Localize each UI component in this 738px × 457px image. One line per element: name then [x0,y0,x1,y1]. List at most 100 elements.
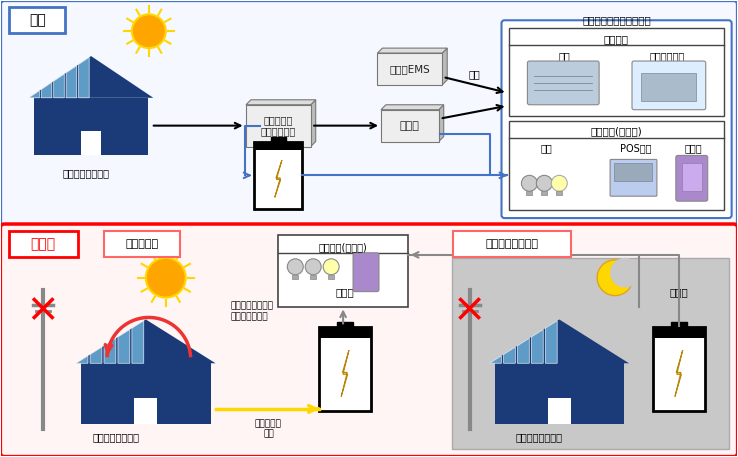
Bar [653,327,705,338]
Polygon shape [438,105,444,142]
Polygon shape [41,82,52,98]
Polygon shape [311,100,316,147]
Circle shape [537,175,552,191]
Circle shape [132,14,166,48]
Text: 太陽光発電パネル: 太陽光発電パネル [63,168,109,178]
Text: 災害時: 災害時 [31,237,56,251]
Bar [556,191,562,195]
Text: 特定負荷(停電用): 特定負荷(停電用) [319,242,368,252]
Polygon shape [381,105,444,110]
Polygon shape [442,48,447,85]
Bar [614,164,652,181]
Bar [255,142,303,209]
Polygon shape [54,74,64,98]
Text: 平時: 平時 [29,13,46,27]
Polygon shape [104,338,116,363]
Text: 蓄電池: 蓄電池 [336,287,354,298]
Polygon shape [66,66,77,98]
Polygon shape [132,321,144,363]
Bar [292,275,298,279]
Bar [320,327,371,338]
Bar [34,98,148,155]
FancyBboxPatch shape [676,155,708,201]
FancyBboxPatch shape [1,224,737,457]
Polygon shape [341,350,349,397]
Text: 太陽光で発電した
電気を自家消費: 太陽光で発電した 電気を自家消費 [230,302,274,321]
Circle shape [551,175,568,191]
Circle shape [597,260,633,296]
Circle shape [306,259,321,275]
Circle shape [146,258,186,298]
Polygon shape [76,356,88,363]
Bar [526,191,532,195]
Bar [255,142,303,150]
Text: 余剰電力を
充電: 余剰電力を 充電 [255,419,282,438]
Bar [494,363,624,424]
Bar [377,53,442,85]
Bar [548,399,571,424]
FancyBboxPatch shape [502,20,731,218]
Text: 制御: 制御 [469,69,480,79]
Bar [337,322,353,327]
Text: スマホ: スマホ [685,143,703,154]
Text: 特定負荷(停電用): 特定負荷(停電用) [590,127,642,137]
Bar [509,28,724,116]
Bar [134,399,157,424]
Bar [246,105,311,147]
FancyBboxPatch shape [632,61,706,110]
Text: 全自動EMS: 全自動EMS [390,64,430,74]
Polygon shape [90,347,102,363]
Polygon shape [503,347,515,363]
Text: 分電盤: 分電盤 [400,121,420,131]
FancyBboxPatch shape [10,231,78,257]
Text: パワーコン
ディショナー: パワーコン ディショナー [261,115,296,137]
Bar [81,363,210,424]
Polygon shape [275,160,282,197]
Polygon shape [545,321,557,363]
Bar [271,138,286,142]
Bar [381,110,438,142]
Bar [542,191,548,195]
Bar [641,73,696,101]
Polygon shape [675,350,683,397]
Circle shape [522,175,537,191]
Polygon shape [377,48,447,53]
Text: 太陽光発電パネル: 太陽光発電パネル [516,432,563,442]
Text: 蓄電池: 蓄電池 [669,287,689,298]
Polygon shape [517,338,529,363]
Bar [328,275,334,279]
Polygon shape [489,319,629,363]
Bar [310,275,316,279]
Polygon shape [79,57,89,98]
Polygon shape [489,356,501,363]
FancyBboxPatch shape [1,0,737,226]
Bar [671,322,686,327]
Polygon shape [29,56,154,98]
Bar [320,327,371,411]
Text: タ方以降・曇天時: タ方以降・曇天時 [486,239,539,249]
Circle shape [610,258,640,287]
Text: ＜施設内の使用機器例＞: ＜施設内の使用機器例＞ [583,15,652,25]
Bar [509,121,724,210]
Circle shape [287,259,303,275]
Bar [452,258,728,449]
Bar [80,131,101,155]
Text: 蓄電池: 蓄電池 [269,143,288,154]
FancyBboxPatch shape [353,253,379,292]
Polygon shape [29,90,39,98]
Bar [278,235,408,307]
Polygon shape [118,329,130,363]
FancyBboxPatch shape [610,159,657,196]
FancyBboxPatch shape [528,61,599,105]
Polygon shape [531,329,543,363]
FancyBboxPatch shape [452,231,571,257]
Bar [682,164,702,191]
Text: 空調: 空調 [559,51,570,61]
FancyBboxPatch shape [10,7,65,33]
Text: 照明: 照明 [540,143,552,154]
Text: 一般負荷: 一般負荷 [604,34,629,44]
Text: 昼・晴天時: 昼・晴天時 [125,239,159,249]
Text: 太陽光発電パネル: 太陽光発電パネル [92,432,139,442]
Text: POSレジ: POSレジ [620,143,652,154]
Bar [653,327,705,411]
